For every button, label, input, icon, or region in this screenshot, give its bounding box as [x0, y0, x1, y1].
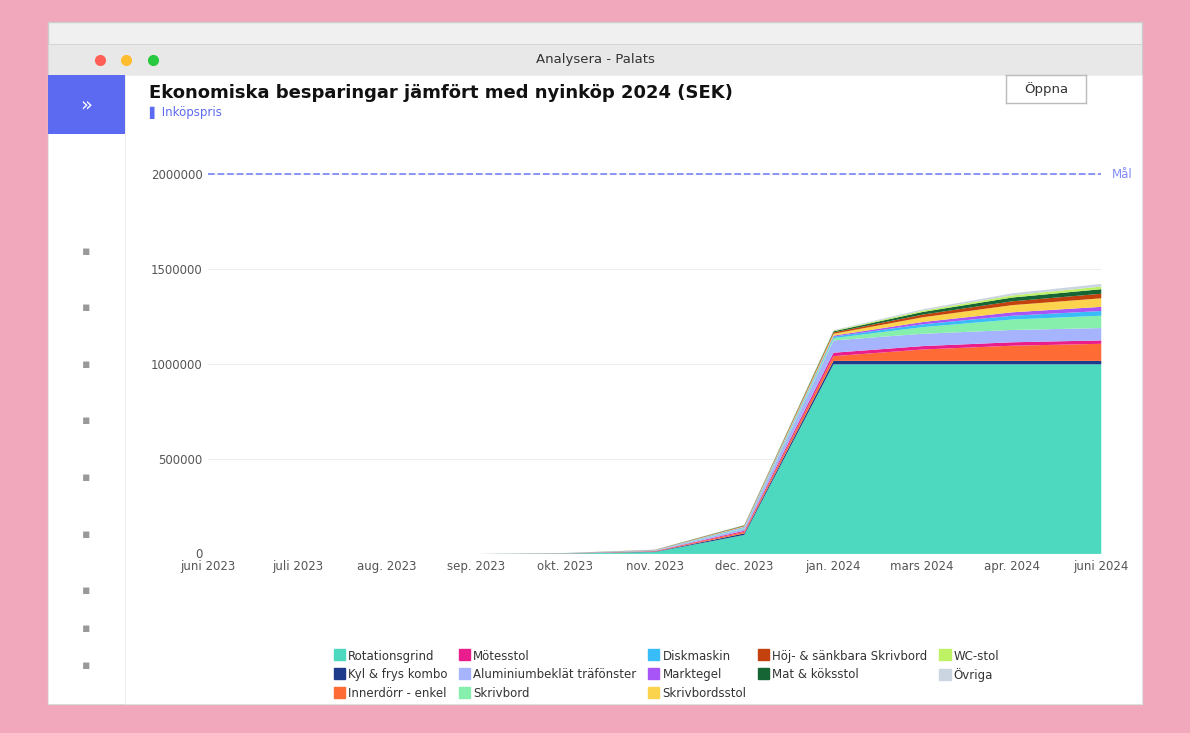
Text: ▪: ▪: [82, 245, 90, 258]
Text: Mål: Mål: [1111, 168, 1132, 180]
Text: ▪: ▪: [82, 301, 90, 314]
Text: ▪: ▪: [82, 660, 90, 672]
Text: Öppna: Öppna: [1023, 81, 1069, 96]
Text: ▪: ▪: [82, 414, 90, 427]
Text: ▪: ▪: [82, 584, 90, 597]
Text: ▪: ▪: [82, 622, 90, 635]
Text: ▪: ▪: [82, 528, 90, 540]
Legend: Rotationsgrind, Kyl & frys kombo, Innerdörr - enkel, Mötesstol, Aluminiumbeklät : Rotationsgrind, Kyl & frys kombo, Innerd…: [328, 645, 1004, 705]
Text: ▪: ▪: [82, 471, 90, 484]
Text: Ekonomiska besparingar jämfört med nyinköp 2024 (SEK): Ekonomiska besparingar jämfört med nyink…: [149, 84, 733, 103]
Text: »: »: [80, 95, 93, 114]
Text: ▌ Inköpspris: ▌ Inköpspris: [149, 106, 221, 119]
Text: ▪: ▪: [82, 358, 90, 371]
Text: Analysera - Palats: Analysera - Palats: [536, 54, 654, 66]
